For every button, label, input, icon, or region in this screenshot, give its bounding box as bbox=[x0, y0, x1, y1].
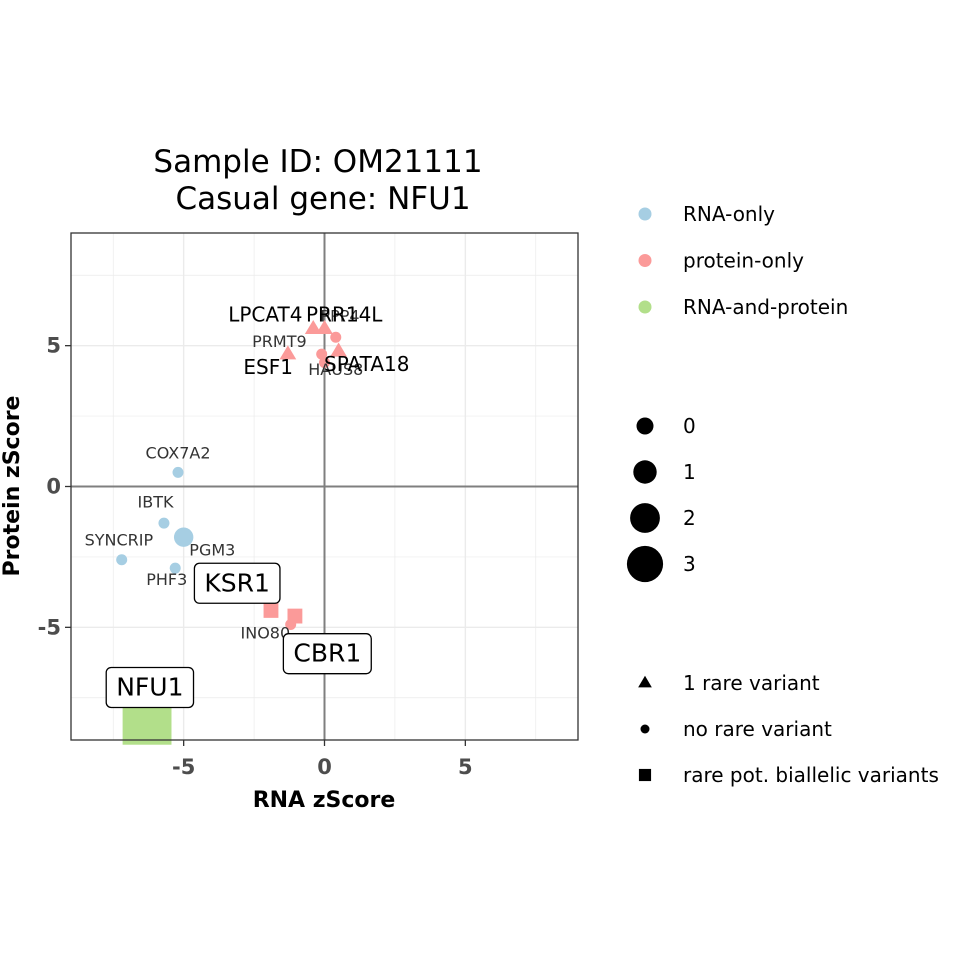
point-phf3 bbox=[169, 562, 181, 574]
legend-label: no rare variant bbox=[683, 717, 832, 741]
legend-label: 0 bbox=[683, 414, 696, 438]
label-ino80: INO80 bbox=[241, 624, 291, 643]
point-syncrip bbox=[116, 554, 128, 566]
label-cox7a2: COX7A2 bbox=[146, 443, 211, 462]
y-axis-title: Protein zScore bbox=[0, 396, 25, 577]
legend-size-key bbox=[630, 503, 660, 533]
x-axis-ticks: -5 0 5 bbox=[172, 740, 473, 779]
label-prmt9: PRMT9 bbox=[252, 332, 307, 351]
legend-size-key bbox=[636, 417, 654, 435]
legend-size-key bbox=[633, 460, 657, 484]
highlighted-labels: KSR1 CBR1 NFU1 bbox=[105, 562, 372, 709]
point-prmt9 bbox=[279, 345, 297, 360]
legend-shape-key-triangle bbox=[638, 675, 652, 688]
legend-label: RNA-and-protein bbox=[683, 295, 848, 319]
y-axis-ticks: -5 0 5 bbox=[38, 334, 71, 639]
boxed-label-ksr1: KSR1 bbox=[193, 562, 281, 604]
legend-label: 1 rare variant bbox=[683, 671, 820, 695]
point-pgm3 bbox=[173, 527, 194, 547]
legend-label: protein-only bbox=[683, 249, 804, 273]
legend-label: 1 bbox=[683, 460, 696, 484]
legend-key-rna-and-protein bbox=[638, 300, 652, 314]
label-ppp4: PPP4 bbox=[320, 307, 359, 326]
point-prr14l bbox=[330, 331, 342, 343]
chart-title-line1: Sample ID: OM21111 bbox=[153, 144, 482, 180]
x-tick-label: 5 bbox=[458, 755, 473, 779]
label-box bbox=[105, 666, 195, 709]
legend-label: RNA-only bbox=[683, 202, 775, 226]
boxed-label-cbr1: CBR1 bbox=[282, 633, 372, 675]
x-tick-label: 0 bbox=[317, 755, 332, 779]
label-ibtk: IBTK bbox=[138, 493, 174, 512]
shape-legend: 1 rare variant no rare variant rare pot. b… bbox=[638, 671, 939, 787]
boxed-label-nfu1: NFU1 bbox=[105, 666, 195, 709]
label-text: KSR1 bbox=[204, 568, 270, 597]
label-haus8: HAUS8 bbox=[308, 360, 363, 379]
point-esf1 bbox=[316, 348, 328, 360]
label-pgm3: PGM3 bbox=[189, 541, 235, 560]
legend-shape-key-circle bbox=[640, 724, 650, 734]
label-syncrip: SYNCRIP bbox=[85, 531, 154, 550]
x-axis-title: RNA zScore bbox=[253, 788, 396, 813]
point-ibtk bbox=[158, 517, 170, 529]
chart-title-line2: Casual gene: NFU1 bbox=[175, 181, 470, 217]
label-lpcat4: LPCAT4 bbox=[228, 303, 302, 327]
legend-label: rare pot. biallelic variants bbox=[683, 763, 939, 787]
point-cbr1 bbox=[287, 608, 303, 624]
point-ppp4 bbox=[316, 319, 333, 335]
legend-key-protein-only bbox=[638, 254, 652, 267]
point-ksr1 bbox=[263, 603, 279, 618]
point-cox7a2 bbox=[172, 466, 184, 478]
label-text: CBR1 bbox=[293, 639, 361, 668]
data-points bbox=[116, 319, 347, 745]
label-text: NFU1 bbox=[116, 672, 183, 701]
label-phf3: PHF3 bbox=[146, 570, 187, 589]
legend-shape-key-square bbox=[638, 768, 652, 782]
point-lpcat4 bbox=[304, 319, 322, 335]
label-box bbox=[193, 562, 281, 604]
label-esf1: ESF1 bbox=[243, 355, 293, 379]
color-legend: RNA-only protein-only RNA-and-protein bbox=[638, 202, 848, 319]
label-prr14l: PRR14L bbox=[306, 303, 383, 327]
legend-label: 3 bbox=[683, 552, 696, 576]
point-spata18 bbox=[330, 342, 347, 357]
label-box bbox=[282, 633, 372, 675]
y-tick-label: -5 bbox=[38, 615, 61, 639]
y-tick-label: 0 bbox=[46, 475, 61, 499]
y-tick-label: 5 bbox=[46, 334, 61, 358]
label-spata18: SPATA18 bbox=[324, 352, 409, 376]
size-legend: 0 1 2 3 bbox=[626, 414, 696, 583]
legend-label: 2 bbox=[683, 506, 696, 530]
point-haus8 bbox=[319, 357, 330, 369]
x-tick-label: -5 bbox=[172, 755, 195, 779]
legend-size-key bbox=[626, 545, 664, 583]
legend-key-rna-only bbox=[638, 207, 652, 221]
